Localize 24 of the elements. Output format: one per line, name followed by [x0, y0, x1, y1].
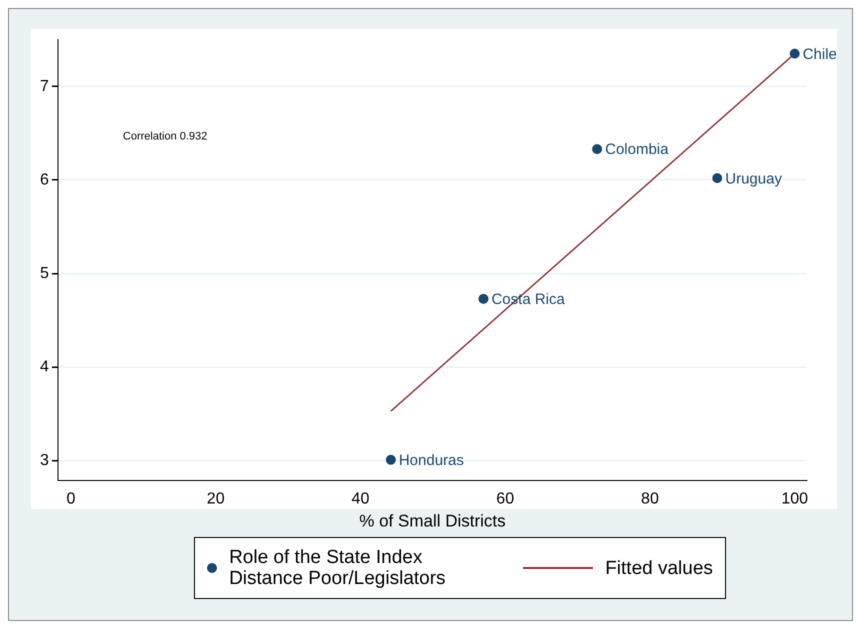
x-axis-title: % of Small Districts: [359, 511, 506, 530]
annotation: Honduras: [398, 452, 464, 469]
legend-label: Fitted values: [605, 558, 713, 578]
x-tick-label: 80: [641, 490, 659, 508]
annotation: Uruguay: [725, 170, 782, 188]
annotation: Chile: [802, 46, 837, 63]
y-tick-label: 6: [40, 171, 49, 188]
annotation: Colombia: [605, 141, 670, 158]
x-tick-label: 100: [781, 490, 808, 508]
x-tick-label: 60: [496, 490, 514, 508]
legend-label: Role of the State Index Distance Poor/Legislators: [229, 547, 447, 589]
point: [386, 454, 396, 465]
point: [592, 144, 602, 154]
y-tick-label: 4: [40, 358, 49, 376]
y-tick-label: 7: [40, 78, 49, 95]
point: [712, 173, 722, 184]
annotation: Correlation 0.932: [122, 130, 208, 143]
x-tick-label: 0: [66, 490, 76, 508]
x-tick-label: 20: [206, 490, 225, 508]
y-tick-label: 5: [40, 264, 49, 282]
x-tick-label: 40: [352, 490, 370, 508]
point: [478, 294, 488, 304]
point: [790, 48, 800, 59]
y-tick-label: 3: [40, 452, 49, 470]
